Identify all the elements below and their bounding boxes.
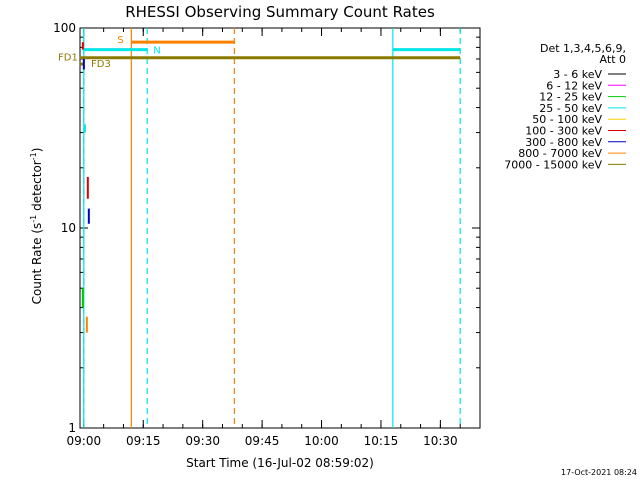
x-axis-label: Start Time (16-Jul-02 08:59:02) <box>186 456 374 470</box>
y-tick-label: 1 <box>68 421 76 435</box>
legend-item-label: 800 - 7000 keV <box>518 147 602 160</box>
plot-frame <box>79 27 481 429</box>
x-tick-label: 09:15 <box>126 434 161 448</box>
plot-area: 09:00 09:15 09:30 09:45 10:00 10:15 10:30 1 10 10… <box>53 21 481 448</box>
x-tick-label: 10:15 <box>364 434 399 448</box>
legend-item-label: 25 - 50 keV <box>539 102 602 115</box>
timestamp: 17-Oct-2021 08:24 <box>561 468 637 477</box>
legend-item-label: 300 - 800 keV <box>525 136 602 149</box>
flag-label: FD1 <box>58 53 78 64</box>
legend-header-detectors: Det 1,3,4,5,6,9, <box>540 42 626 55</box>
x-tick-label: 09:30 <box>185 434 220 448</box>
chart-title: RHESSI Observing Summary Count Rates <box>125 3 435 21</box>
legend-header-attenuator: Att 0 <box>600 53 626 66</box>
flag-label: S <box>117 35 123 46</box>
flag-label: FD3 <box>91 59 111 70</box>
legend-item-label: 12 - 25 keV <box>539 91 602 104</box>
x-tick-label: 10:00 <box>304 434 339 448</box>
legend-item-label: 3 - 6 keV <box>553 68 602 81</box>
legend-item-label: 6 - 12 keV <box>546 79 602 92</box>
x-tick-label: 09:00 <box>67 434 102 448</box>
y-axis-label: Count Rate (s-1 detector-1) <box>29 148 44 305</box>
legend-item-label: 50 - 100 keV <box>532 113 602 126</box>
y-tick-label: 100 <box>53 21 76 35</box>
x-tick-label: 10:30 <box>423 434 458 448</box>
x-tick-label: 09:45 <box>245 434 280 448</box>
legend-item-label: 7000 - 15000 keV <box>504 158 602 171</box>
flag-label: N <box>153 46 160 57</box>
legend-item-label: 100 - 300 keV <box>525 125 602 138</box>
y-tick-label: 10 <box>61 221 76 235</box>
